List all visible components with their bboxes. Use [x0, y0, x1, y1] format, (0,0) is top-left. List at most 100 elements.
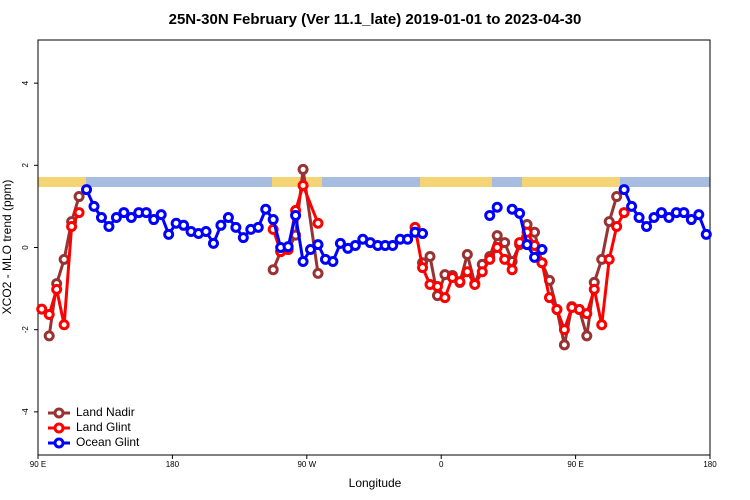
point — [402, 233, 414, 245]
point — [207, 237, 219, 249]
point — [558, 324, 570, 336]
point — [222, 212, 234, 224]
point — [417, 228, 429, 240]
point — [499, 253, 511, 265]
point — [260, 203, 272, 215]
land-band — [522, 177, 620, 187]
point — [529, 251, 541, 263]
land-band — [420, 177, 492, 187]
point — [506, 264, 518, 276]
point — [58, 253, 70, 265]
point — [73, 207, 85, 219]
point — [417, 262, 429, 274]
point — [215, 219, 227, 231]
point — [588, 283, 600, 295]
point — [514, 207, 526, 219]
point — [484, 253, 496, 265]
point — [424, 251, 436, 263]
legend-label: Ocean Glint — [76, 435, 140, 449]
point — [118, 207, 130, 219]
chart-title: 25N-30N February (Ver 11.1_late) 2019-01… — [169, 11, 582, 28]
point — [103, 221, 115, 233]
point — [312, 239, 324, 251]
ocean-band — [38, 177, 710, 187]
point — [431, 281, 443, 293]
legend-marker — [53, 422, 65, 434]
legend-label: Land Glint — [76, 420, 131, 434]
point — [633, 212, 645, 224]
point — [678, 207, 690, 219]
y-tick-label: 2 — [21, 163, 30, 168]
point — [163, 228, 175, 240]
x-tick-label: 90 E — [567, 460, 583, 469]
y-tick-label: 4 — [21, 80, 30, 85]
point — [700, 228, 712, 240]
y-tick-label: 0 — [21, 245, 30, 250]
point — [58, 319, 70, 331]
point — [36, 303, 48, 315]
point — [312, 267, 324, 279]
point — [81, 184, 93, 196]
y-axis-label: XCO2 - MLO trend (ppm) — [0, 180, 14, 315]
land-band — [272, 177, 322, 187]
point — [110, 212, 122, 224]
point — [536, 257, 548, 269]
y-tick-label: -2 — [21, 326, 30, 334]
point — [618, 184, 630, 196]
point — [73, 191, 85, 203]
point — [626, 200, 638, 212]
legend-marker — [53, 437, 65, 449]
point — [551, 304, 563, 316]
point — [663, 212, 675, 224]
point — [596, 319, 608, 331]
x-axis-label: Longitude — [349, 476, 402, 490]
legend-marker — [53, 407, 65, 419]
point — [491, 201, 503, 213]
point — [581, 308, 593, 320]
point — [43, 308, 55, 320]
point — [693, 209, 705, 221]
point — [543, 292, 555, 304]
y-tick-label: -4 — [21, 408, 30, 416]
point — [51, 283, 63, 295]
point — [327, 255, 339, 267]
point — [237, 232, 249, 244]
point — [469, 278, 481, 290]
point — [140, 207, 152, 219]
point — [536, 244, 548, 256]
point — [611, 221, 623, 233]
x-tick-label: 180 — [703, 460, 717, 469]
point — [267, 214, 279, 226]
point — [334, 237, 346, 249]
point — [43, 330, 55, 342]
point — [461, 248, 473, 260]
x-tick-label: 90 E — [30, 460, 46, 469]
point — [641, 221, 653, 233]
point — [155, 209, 167, 221]
point — [252, 221, 264, 233]
point — [148, 214, 160, 226]
point — [581, 330, 593, 342]
point — [685, 214, 697, 226]
x-tick-label: 90 W — [297, 460, 316, 469]
point — [387, 239, 399, 251]
point — [125, 212, 137, 224]
point — [282, 241, 294, 253]
point — [521, 239, 533, 251]
point — [558, 339, 570, 351]
point — [439, 292, 451, 304]
point — [491, 230, 503, 242]
point — [95, 212, 107, 224]
point — [297, 255, 309, 267]
point — [476, 266, 488, 278]
point — [200, 225, 212, 237]
point — [603, 253, 615, 265]
point — [88, 200, 100, 212]
point — [230, 221, 242, 233]
point — [611, 191, 623, 203]
point — [655, 207, 667, 219]
legend-label: Land Nadir — [76, 405, 135, 419]
point — [290, 209, 302, 221]
